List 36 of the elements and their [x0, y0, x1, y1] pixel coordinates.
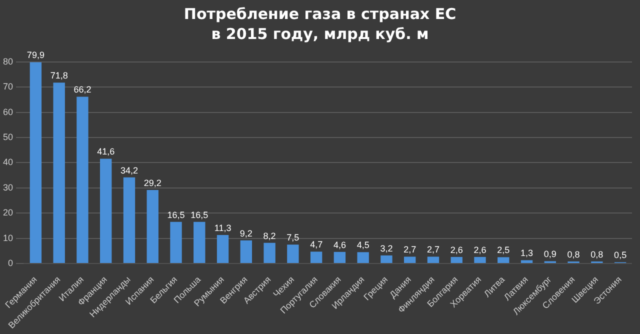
y-tick-label: 10: [2, 232, 14, 243]
data-label: 8,2: [263, 230, 276, 241]
y-tick-label: 80: [2, 56, 14, 66]
data-label: 4,7: [310, 240, 323, 250]
data-label: 4,6: [333, 240, 346, 250]
data-label: 0,9: [544, 249, 556, 260]
data-label: 2,7: [404, 244, 416, 255]
data-label: 2,5: [497, 245, 510, 256]
y-tick-label: 0: [8, 258, 14, 268]
data-label: 0,5: [614, 250, 627, 260]
chart-title: Потребление газа в странах ЕС в 2015 году, млрд куб. м: [182, 4, 458, 44]
data-label: 2,7: [426, 244, 440, 255]
data-label: 79,9: [26, 50, 44, 60]
data-label: 11,3: [214, 223, 232, 234]
data-label: 3,2: [380, 243, 393, 254]
data-label: 16,5: [167, 210, 185, 220]
data-label: 0,8: [590, 249, 604, 260]
data-label: 7,5: [286, 232, 300, 243]
data-label: 71,8: [50, 70, 68, 81]
y-tick-label: 60: [2, 106, 14, 117]
data-label: 9,2: [240, 228, 252, 238]
y-tick-label: 30: [2, 182, 14, 192]
y-tick-label: 50: [2, 132, 14, 142]
data-label: 4,5: [356, 240, 370, 250]
y-tick-label: 20: [2, 208, 14, 218]
y-tick-label: 70: [2, 82, 14, 92]
data-label: 16,5: [190, 210, 208, 220]
y-tick-label: 40: [2, 157, 14, 168]
data-label: 66,2: [74, 84, 92, 95]
data-label: 34,2: [120, 165, 138, 176]
data-label: 29,2: [144, 178, 162, 188]
data-label: 41,6: [97, 146, 115, 157]
data-label: 2,6: [474, 244, 486, 255]
data-label: 1,3: [520, 248, 534, 258]
data-label: 2,6: [450, 244, 463, 255]
data-label: 0,8: [567, 249, 580, 260]
